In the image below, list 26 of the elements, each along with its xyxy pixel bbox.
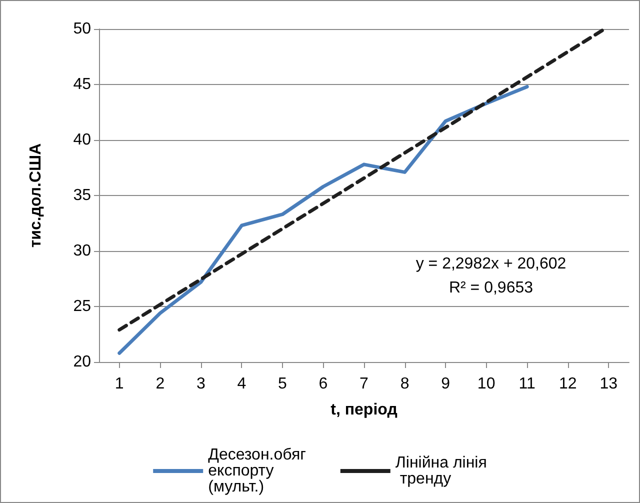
y-tick-label: 20 bbox=[73, 354, 92, 370]
legend-label: Лінійна лінія тренду bbox=[395, 454, 487, 488]
x-axis-title: t, період bbox=[330, 402, 398, 418]
x-tick-label: 12 bbox=[558, 376, 577, 392]
legend-label: Десезон.обяг експорту (мульт.) bbox=[208, 446, 310, 496]
x-tick-label: 6 bbox=[318, 376, 328, 392]
y-axis-title: тис.дол.США bbox=[28, 142, 44, 248]
y-tick-label: 30 bbox=[73, 242, 92, 260]
annotation: y = 2,2982x + 20,602 bbox=[416, 256, 566, 272]
y-tick-label: 25 bbox=[73, 298, 92, 315]
y-tick-label: 40 bbox=[73, 132, 92, 148]
y-tick-label: 50 bbox=[73, 20, 92, 38]
x-tick-label: 9 bbox=[441, 376, 450, 392]
x-tick-label: 11 bbox=[518, 376, 536, 392]
x-tick-label: 13 bbox=[600, 376, 618, 392]
x-tick-label: 4 bbox=[237, 376, 246, 392]
x-tick-label: 7 bbox=[360, 376, 369, 392]
y-tick-label: 35 bbox=[73, 187, 92, 204]
x-tick-label: 1 bbox=[114, 376, 124, 392]
x-tick-label: 5 bbox=[278, 376, 288, 392]
x-tick-label: 2 bbox=[156, 376, 165, 392]
y-tick-label: 45 bbox=[73, 76, 92, 93]
x-tick-label: 8 bbox=[400, 376, 410, 392]
x-tick-label: 10 bbox=[477, 376, 496, 392]
annotation: R² = 0,9653 bbox=[448, 280, 534, 296]
x-tick-label: 3 bbox=[196, 376, 206, 392]
